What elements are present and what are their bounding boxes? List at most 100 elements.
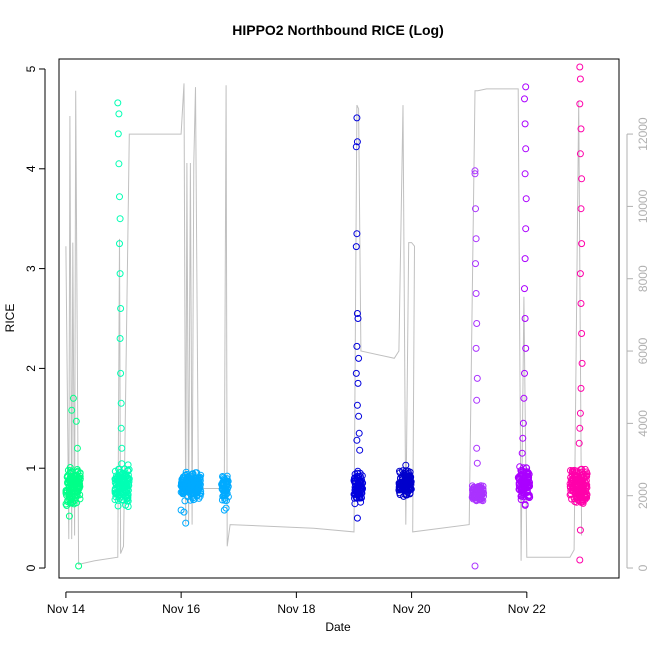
data-point bbox=[221, 486, 229, 494]
data-point bbox=[469, 495, 477, 503]
data-point bbox=[476, 487, 484, 495]
data-point bbox=[582, 471, 590, 479]
data-point bbox=[111, 496, 119, 504]
data-point bbox=[353, 114, 361, 122]
data-point bbox=[522, 344, 530, 352]
data-point bbox=[115, 465, 123, 473]
data-point bbox=[473, 444, 481, 452]
data-point bbox=[66, 475, 74, 482]
data-point bbox=[473, 320, 481, 327]
data-point bbox=[181, 488, 189, 496]
data-point bbox=[196, 492, 204, 500]
chart-title: HIPPO2 Northbound RICE (Log) bbox=[232, 22, 444, 38]
y2-tick-label: 0 bbox=[636, 564, 650, 571]
data-point bbox=[473, 374, 481, 382]
data-point bbox=[579, 470, 587, 478]
data-point bbox=[223, 472, 231, 480]
data-point bbox=[577, 125, 585, 133]
altitude-line bbox=[65, 83, 583, 566]
data-point bbox=[353, 484, 361, 492]
data-point bbox=[521, 474, 529, 482]
data-point bbox=[187, 484, 195, 492]
data-point bbox=[472, 235, 480, 243]
data-point bbox=[576, 100, 584, 108]
y-tick-label: 4 bbox=[24, 165, 38, 172]
data-point bbox=[64, 498, 72, 506]
data-point bbox=[353, 401, 361, 409]
data-point bbox=[69, 499, 77, 507]
data-point bbox=[354, 315, 362, 322]
data-point bbox=[578, 240, 586, 248]
data-point bbox=[521, 95, 528, 103]
data-point bbox=[115, 160, 123, 168]
data-point bbox=[577, 300, 585, 307]
data-point bbox=[118, 444, 126, 452]
data-point bbox=[66, 464, 74, 471]
data-point bbox=[520, 394, 528, 402]
data-point bbox=[575, 439, 583, 447]
data-point bbox=[177, 506, 185, 514]
data-point bbox=[69, 474, 77, 482]
data-point bbox=[125, 466, 133, 474]
data-point bbox=[576, 469, 583, 477]
data-point bbox=[522, 145, 530, 153]
data-point bbox=[116, 335, 124, 342]
data-point bbox=[576, 424, 584, 432]
data-point bbox=[124, 503, 132, 510]
data-point bbox=[113, 489, 121, 497]
y-axis-label: RICE bbox=[3, 304, 17, 333]
data-point bbox=[178, 478, 186, 486]
y2-tick-label: 2000 bbox=[636, 482, 650, 509]
data-point bbox=[566, 480, 574, 488]
data-point bbox=[68, 406, 76, 414]
data-point bbox=[353, 514, 361, 522]
series-8 bbox=[514, 83, 534, 509]
data-point bbox=[516, 480, 524, 487]
data-point bbox=[63, 502, 71, 509]
data-point bbox=[353, 475, 361, 483]
data-point bbox=[181, 497, 189, 505]
data-point bbox=[521, 369, 528, 377]
data-point bbox=[521, 285, 528, 293]
data-point bbox=[67, 492, 75, 500]
x-axis: Nov 14 Nov 16 Nov 18 Nov 20 Nov 22 bbox=[47, 591, 546, 616]
data-point bbox=[185, 483, 193, 491]
data-point bbox=[118, 460, 126, 468]
data-point bbox=[73, 444, 81, 452]
data-point bbox=[478, 496, 486, 504]
data-point bbox=[577, 205, 585, 213]
data-point bbox=[76, 469, 84, 477]
data-point bbox=[517, 467, 525, 474]
x-tick-label: Nov 16 bbox=[162, 602, 200, 616]
data-point bbox=[116, 215, 124, 223]
x-tick-label: Nov 20 bbox=[393, 602, 431, 616]
series-2 bbox=[111, 99, 133, 510]
y-tick-label: 5 bbox=[24, 65, 38, 72]
series-9 bbox=[566, 63, 591, 564]
data-point bbox=[473, 459, 481, 467]
data-point bbox=[578, 175, 586, 183]
data-point bbox=[355, 354, 363, 362]
data-point bbox=[472, 290, 480, 297]
data-point bbox=[353, 310, 361, 317]
data-point bbox=[568, 475, 576, 483]
data-point bbox=[351, 477, 359, 485]
data-point bbox=[352, 243, 360, 251]
data-point bbox=[471, 167, 479, 175]
y-tick-label: 1 bbox=[24, 465, 38, 472]
x-tick-label: Nov 18 bbox=[277, 602, 315, 616]
data-point bbox=[356, 446, 364, 454]
data-point bbox=[115, 488, 123, 496]
data-point bbox=[400, 478, 408, 486]
data-point bbox=[221, 494, 229, 502]
series-3 bbox=[177, 468, 205, 527]
data-point bbox=[114, 99, 122, 107]
y2-tick-label: 8000 bbox=[636, 265, 650, 292]
data-point bbox=[576, 63, 584, 71]
data-point bbox=[521, 120, 529, 128]
series-5 bbox=[350, 114, 367, 522]
data-point bbox=[405, 470, 413, 478]
data-point bbox=[116, 240, 123, 248]
data-point bbox=[521, 170, 529, 178]
